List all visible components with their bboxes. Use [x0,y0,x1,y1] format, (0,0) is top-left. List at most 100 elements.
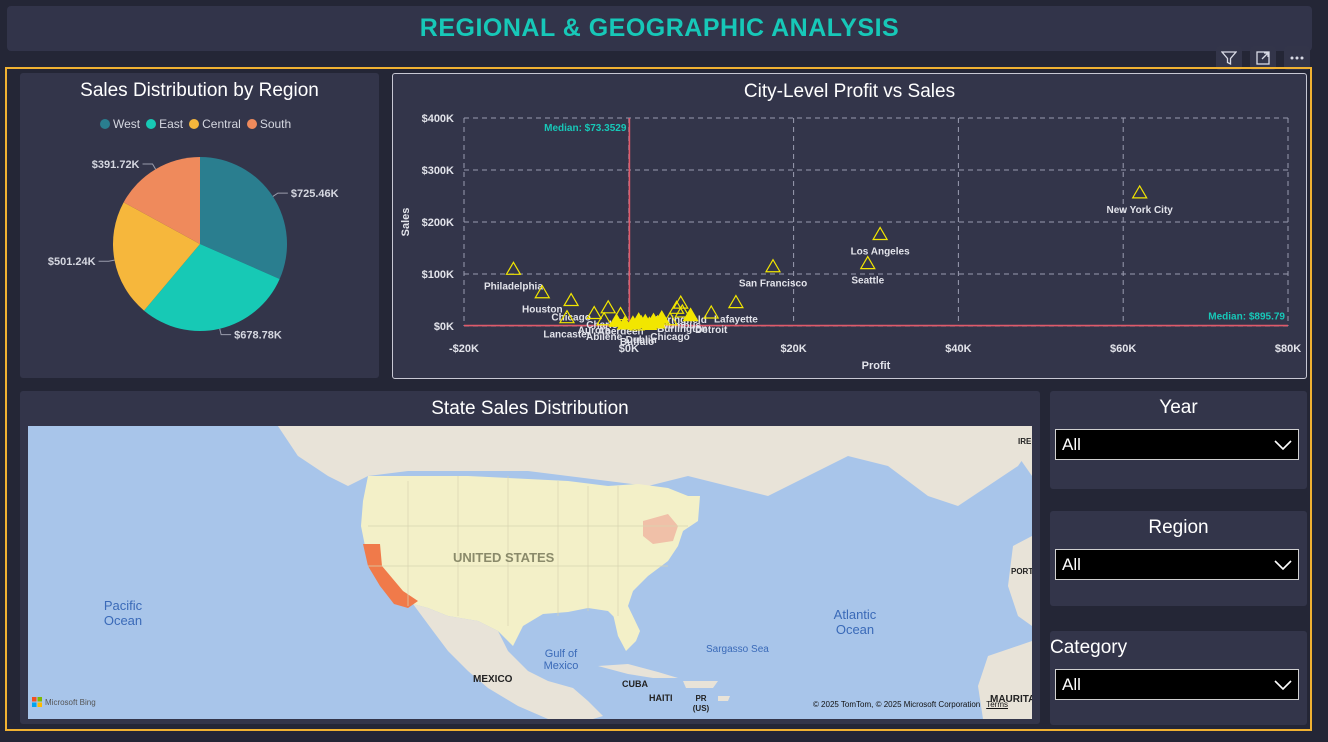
legend-item-central[interactable]: Central [189,117,241,131]
scatter-chart-panel[interactable]: City-Level Profit vs Sales [392,73,1307,379]
year-dropdown[interactable]: All [1055,429,1299,460]
legend-swatch-east [146,119,157,129]
x-tick-label: $60K [1110,343,1136,355]
legend-swatch-west [100,119,110,129]
scatter-point-label: Aurora [578,326,611,337]
selected-visual-frame [5,67,1312,731]
pie-data-label: $678.78K [234,330,282,342]
legend-item-south[interactable]: South [246,117,291,131]
scatter-point [649,314,666,329]
pie-data-label: $391.72K [92,159,140,171]
scatter-chart: -$20K $0K $20K $40K $60K $80K $0K $100K $200K $30… [400,113,1301,372]
map-label-portugal: PORT [1011,567,1032,576]
pie-chart: $725.46K $678.78K $501.24K $391.72K [48,157,339,342]
pie-legend: West East Central South [100,117,291,131]
legend-label: Central [202,117,241,131]
scatter-point-label: Houston [522,305,563,316]
scatter-point-label: Dublin [626,335,657,346]
legend-label: East [159,117,184,131]
scatter-point [764,258,782,273]
legend-item-west[interactable]: West [100,117,140,131]
scatter-point [596,311,613,326]
state-sales-map[interactable]: UNITED STATES Pacific Ocean Atlantic Oce… [28,426,1032,719]
y-tick-label: $0K [434,321,454,333]
legend-item-east[interactable]: East [146,117,183,131]
region-slicer: Region All [1050,511,1307,606]
region-dropdown-value: All [1062,554,1081,574]
legend-swatch-south [246,119,257,129]
pie-slice-central [112,202,200,311]
x-axis-title: Profit [862,360,891,372]
x-tick-label: $20K [780,343,806,355]
focus-mode-icon[interactable] [1250,46,1276,70]
pie-slice-south [123,157,200,244]
scatter-point [586,305,603,320]
scatter-point [727,294,744,309]
filter-icon[interactable] [1216,46,1242,70]
map-label-united-states: UNITED STATES [453,550,555,565]
scatter-point [872,226,889,241]
scatter-point-label: Los Angeles [851,246,911,257]
scatter-point [505,261,522,275]
scatter-point [558,309,576,324]
map-label-sargasso: Sargasso Sea [706,644,769,655]
pie-slice-west [200,157,287,279]
x-tick-label: $80K [1275,343,1301,355]
pie-data-label: $725.46K [291,188,339,200]
scatter-point-label: Springfield [655,315,707,326]
y-tick-label: $400K [422,113,454,125]
category-dropdown[interactable]: All [1055,669,1299,700]
map-label-mauritania: MAURITA [990,694,1032,705]
map-label-gulf: Gulf of Mexico [543,648,579,672]
bing-label: Microsoft Bing [45,697,96,707]
chevron-down-icon [1274,679,1292,690]
scatter-point-label: New York City [1107,205,1174,216]
pie-chart-title: Sales Distribution by Region [80,80,319,101]
x-tick-label: -$20K [449,343,479,355]
scatter-point [1131,184,1148,199]
region-slicer-title: Region [1148,517,1209,538]
scatter-point [612,306,629,321]
map-canvas [28,426,1032,719]
map-label-pacific: Pacific Ocean [103,598,143,628]
pie-slice-east [144,244,280,331]
scatter-point-label: Abilene [586,332,623,343]
scatter-point-label: Chicago [650,332,689,343]
year-slicer: Year All [1050,391,1307,489]
y-tick-label: $100K [422,269,454,281]
scatter-point-label: Aberdeen [597,327,643,338]
scatter-point [859,255,876,270]
scatter-point [674,303,691,318]
region-dropdown[interactable]: All [1055,549,1299,580]
category-slicer: Category All [1050,631,1307,725]
map-copyright: © 2025 TomTom, © 2025 Microsoft Corporat… [812,700,981,709]
scatter-point [563,292,580,307]
year-dropdown-value: All [1062,434,1081,454]
pie-leader-line [272,192,288,197]
scatter-point [600,299,617,314]
scatter-point [534,284,551,299]
map-terms-link[interactable]: Terms [986,700,1008,709]
microsoft-logo-icon [32,697,42,707]
category-slicer-title: Category [1050,637,1128,658]
map-label-ireland: IRE [1018,437,1032,446]
category-dropdown-value: All [1062,674,1081,694]
scatter-point-label: Lafayette [714,315,758,326]
scatter-point [630,312,647,326]
scatter-point-label: Philadelphia [484,281,543,292]
chevron-down-icon [1274,439,1292,450]
map-label-atlantic: Atlantic Ocean [833,607,877,637]
y-tick-label: $200K [422,217,454,229]
legend-label: West [113,117,141,131]
scatter-chart-title: City-Level Profit vs Sales [743,81,956,102]
year-slicer-title: Year [1159,397,1198,418]
more-options-icon[interactable] [1284,46,1310,70]
bing-logo: Microsoft Bing [32,697,96,707]
y-axis-title: Sales [400,208,412,237]
page-title: REGIONAL & GEOGRAPHIC ANALYSIS [419,14,900,42]
median-x-label: Median: $73.3529 [544,123,627,134]
chevron-down-icon [1274,559,1292,570]
page-header: REGIONAL & GEOGRAPHIC ANALYSIS [7,6,1312,51]
pie-data-label: $501.24K [48,256,96,268]
legend-swatch-central [189,119,200,129]
